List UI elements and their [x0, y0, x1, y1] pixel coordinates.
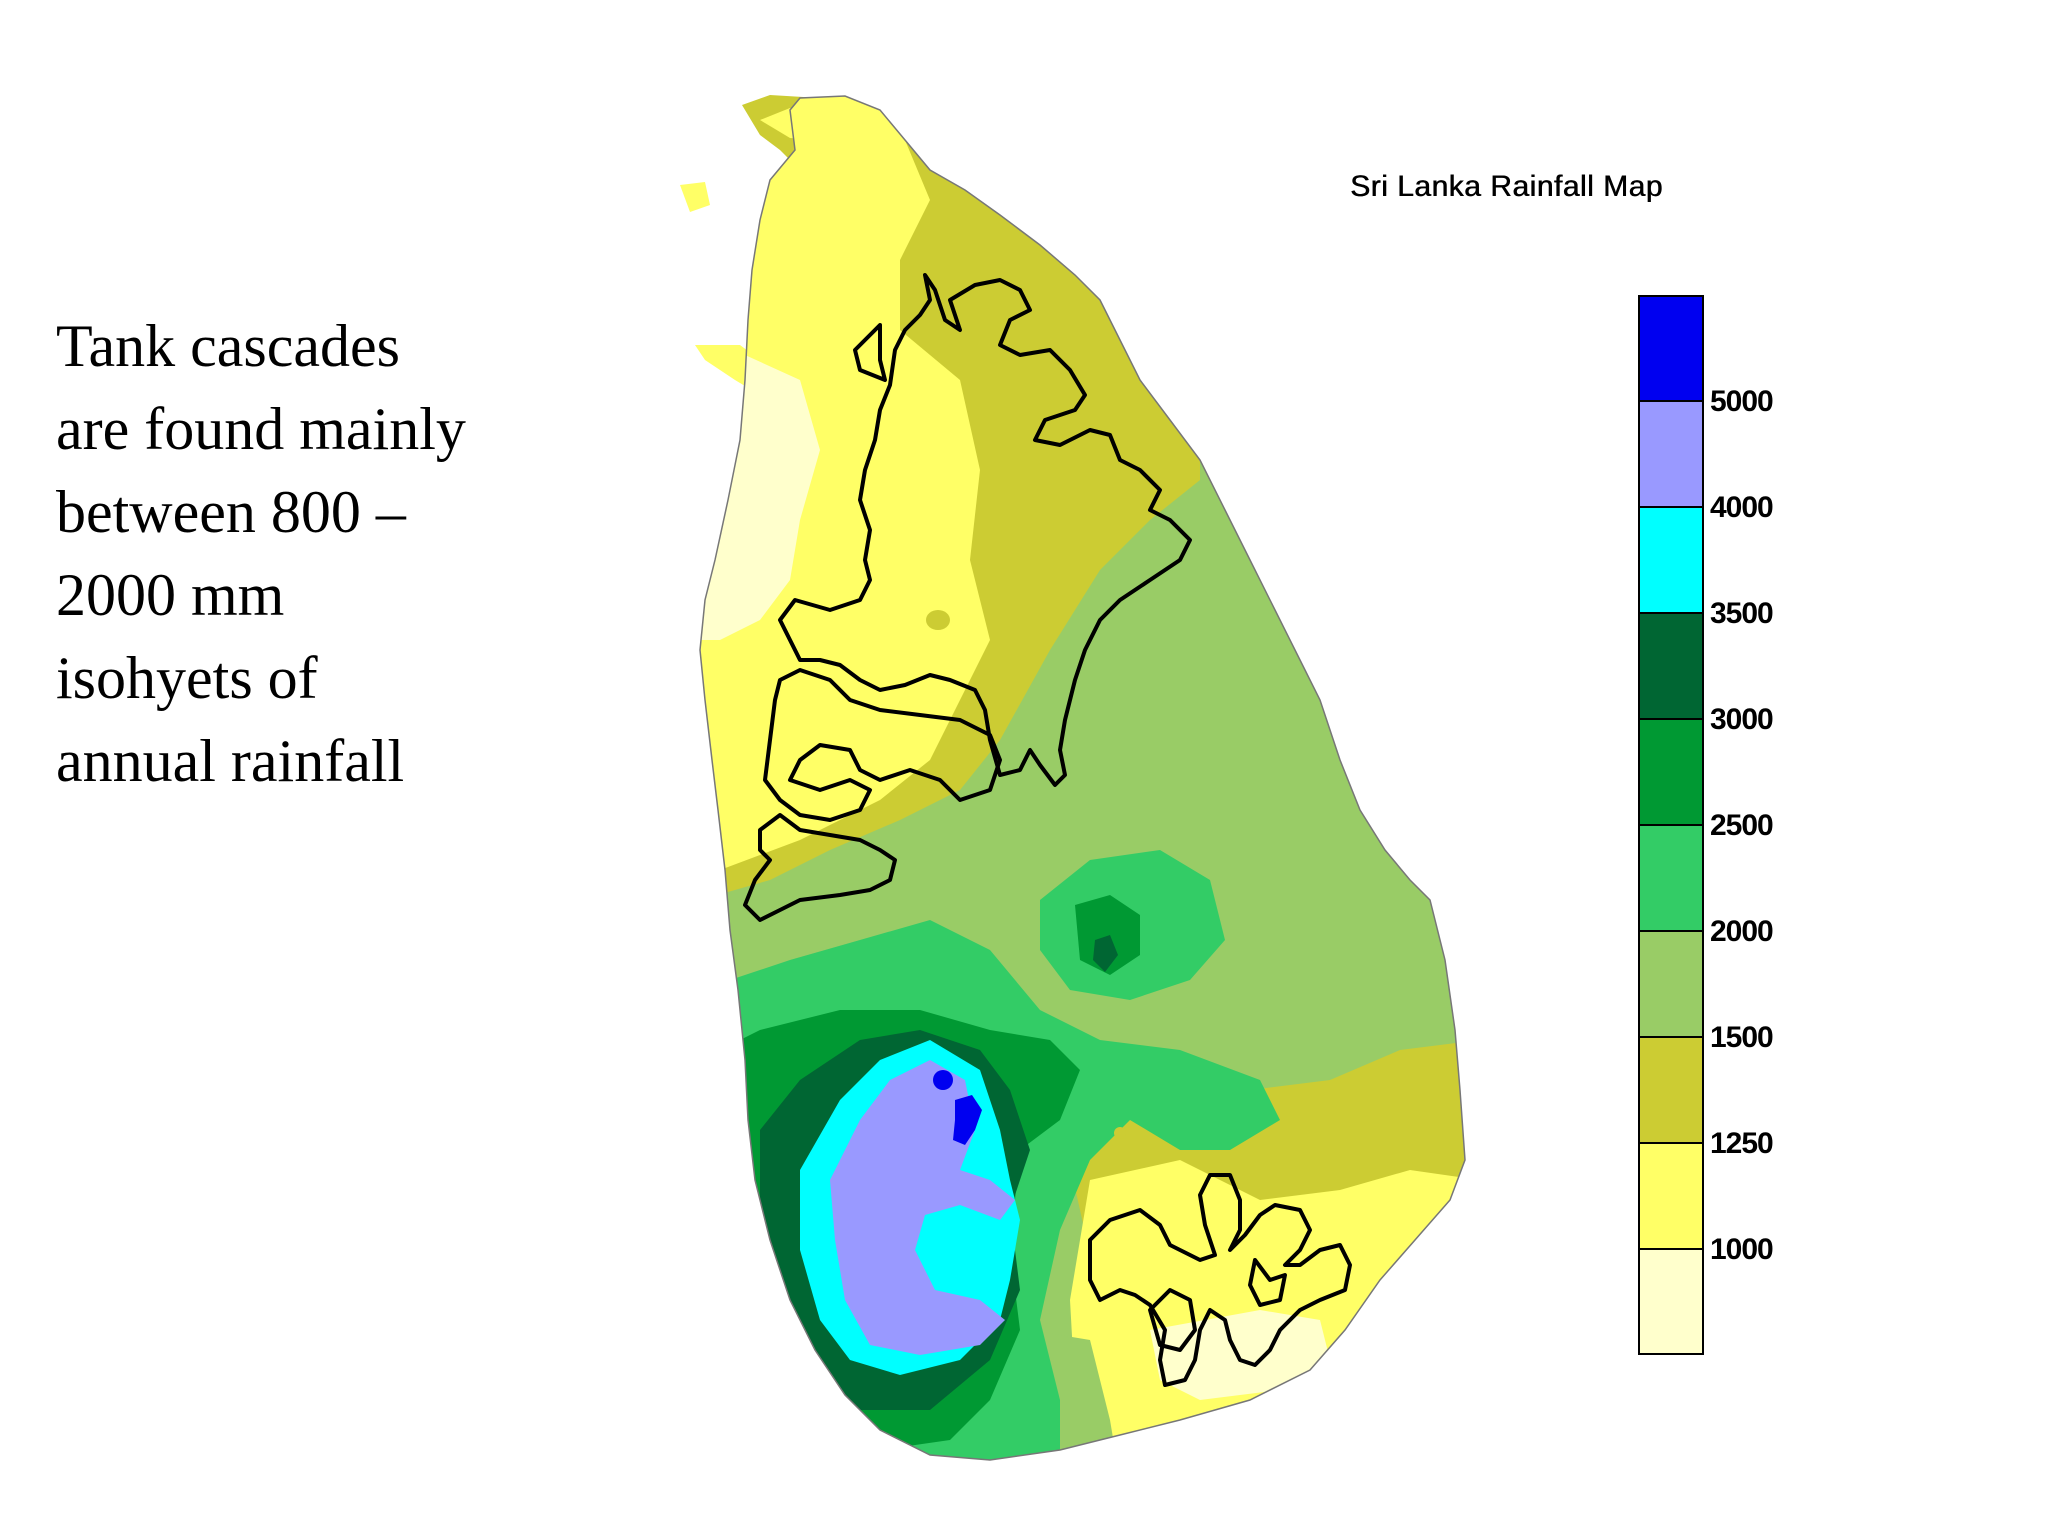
cascade-outline-southeast-3	[1248, 1258, 1287, 1307]
legend-swatch	[1638, 931, 1704, 1037]
northwest-islet	[680, 182, 710, 212]
cascade-outline-west	[763, 668, 1002, 822]
cascade-outline-north	[778, 273, 1192, 787]
cascade-outline-southeast-2	[1148, 1288, 1197, 1352]
caption-line: between 800 –	[56, 479, 406, 545]
legend-tick-label: 3000	[1710, 703, 1774, 736]
coastline	[699, 95, 1466, 1461]
zone-gt5000	[953, 1095, 982, 1145]
legend-separator	[1638, 1142, 1704, 1144]
legend-tick-label: 1250	[1710, 1127, 1774, 1160]
caption-line: are found mainly	[56, 396, 466, 462]
legend-swatch	[1638, 825, 1704, 931]
legend-swatch	[1638, 1037, 1704, 1143]
legend-tick-label: 4000	[1710, 491, 1774, 524]
caption-line: isohyets of	[56, 645, 318, 711]
legend-swatch	[1638, 1143, 1704, 1249]
map-background	[680, 95, 1466, 1461]
legend-swatch	[1638, 295, 1704, 401]
zone-gt5000	[933, 1070, 953, 1090]
legend-swatch	[1638, 507, 1704, 613]
map-title: Sri Lanka Rainfall Map	[1350, 170, 1663, 203]
tank-cascade-outlines	[743, 273, 1352, 1387]
legend-tick-label: 5000	[1710, 385, 1774, 418]
legend-separator	[1638, 506, 1704, 508]
legend-swatch	[1638, 1249, 1704, 1355]
legend-separator	[1638, 400, 1704, 402]
cascade-outline-southeast	[1088, 1173, 1352, 1387]
caption-line: 2000 mm	[56, 562, 285, 628]
legend-separator	[1638, 1036, 1704, 1038]
legend-swatch	[1638, 613, 1704, 719]
cascade-outline-northwest	[853, 323, 887, 382]
zone-1250-1500	[1114, 1127, 1126, 1139]
legend-tick-label: 2000	[1710, 915, 1774, 948]
legend-tick-label: 1500	[1710, 1021, 1774, 1054]
cascade-outline-west-2	[743, 813, 897, 922]
zone-2500-3000	[1075, 895, 1140, 975]
legend-separator	[1638, 1248, 1704, 1250]
legend-separator	[1638, 612, 1704, 614]
legend-swatch	[1638, 719, 1704, 825]
legend-tick-label: 2500	[1710, 809, 1774, 842]
legend-separator	[1638, 718, 1704, 720]
legend-tick-label: 1000	[1710, 1233, 1774, 1266]
caption-line: annual rainfall	[56, 728, 405, 794]
legend-swatch	[1638, 401, 1704, 507]
legend-separator	[1638, 824, 1704, 826]
zone-1250-1500	[926, 610, 950, 630]
caption-text: Tank cascades are found mainly between 8…	[56, 305, 576, 803]
legend-tick-label: 3500	[1710, 597, 1774, 630]
zone-3000-3500	[1093, 935, 1118, 972]
caption-line: Tank cascades	[56, 313, 400, 379]
legend-separator	[1638, 930, 1704, 932]
